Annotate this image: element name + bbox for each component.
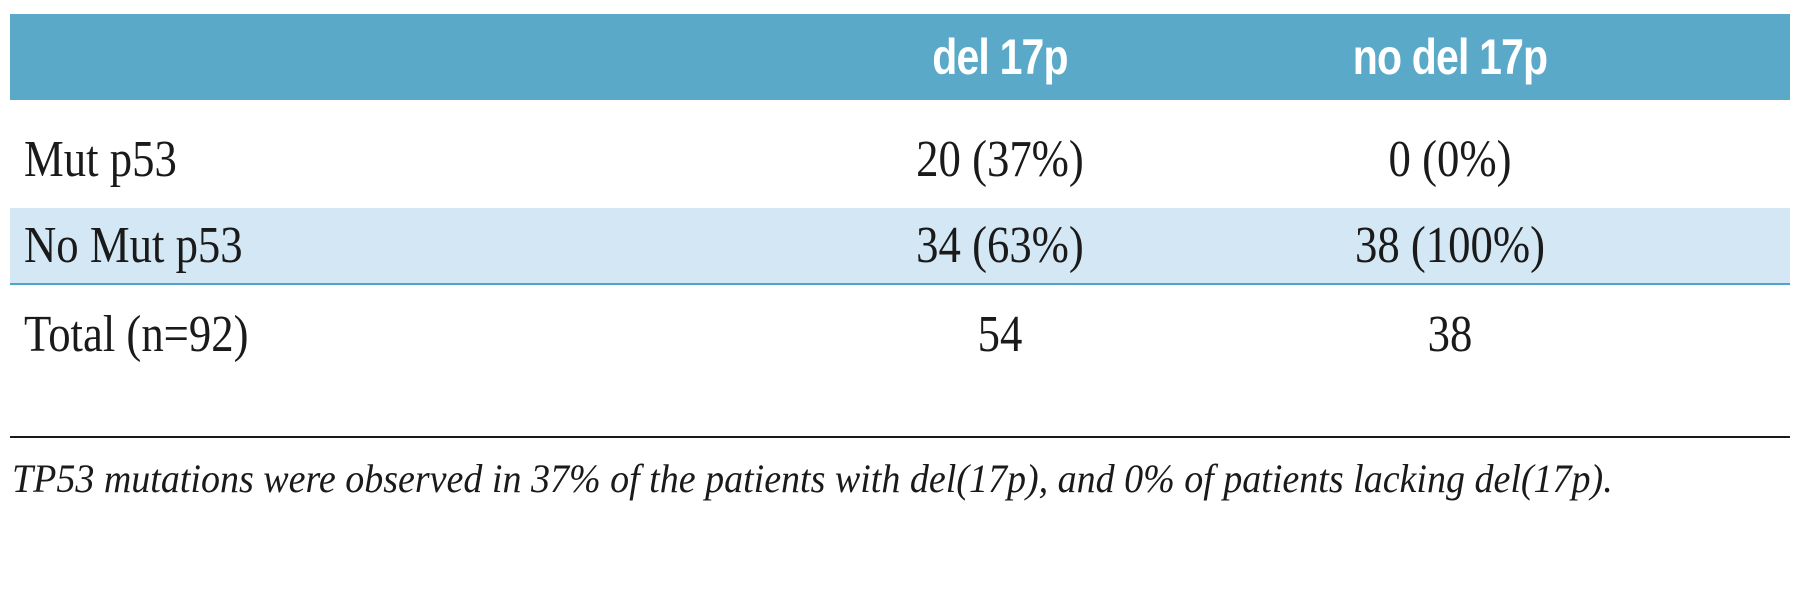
column-header-del-17p: del 17p (932, 29, 1068, 85)
table-bottom-rule (10, 436, 1790, 438)
table-row: Mut p53 20 (37%) 0 (0%) (10, 110, 1790, 208)
data-table: del 17p no del 17p Mut p53 20 (37%) 0 (0… (10, 14, 1790, 383)
cell-no-del-17p: 38 (100%) (1354, 217, 1546, 274)
table-row: No Mut p53 34 (63%) 38 (100%) (10, 208, 1790, 285)
row-label: No Mut p53 (24, 217, 243, 274)
row-label: Mut p53 (24, 130, 177, 188)
row-label: Total (n=92) (24, 305, 249, 363)
table-caption: TP53 mutations were observed in 37% of t… (12, 456, 1613, 501)
cell-del-17p: 20 (37%) (916, 130, 1084, 188)
cell-del-17p: 34 (63%) (916, 217, 1084, 274)
cell-del-17p: 54 (977, 305, 1023, 363)
column-header-no-del-17p: no del 17p (1352, 29, 1548, 85)
table-row: Total (n=92) 54 38 (10, 285, 1790, 383)
cell-no-del-17p: 38 (1427, 305, 1473, 363)
cell-no-del-17p: 0 (0%) (1388, 130, 1512, 188)
table-header-row: del 17p no del 17p (10, 14, 1790, 100)
